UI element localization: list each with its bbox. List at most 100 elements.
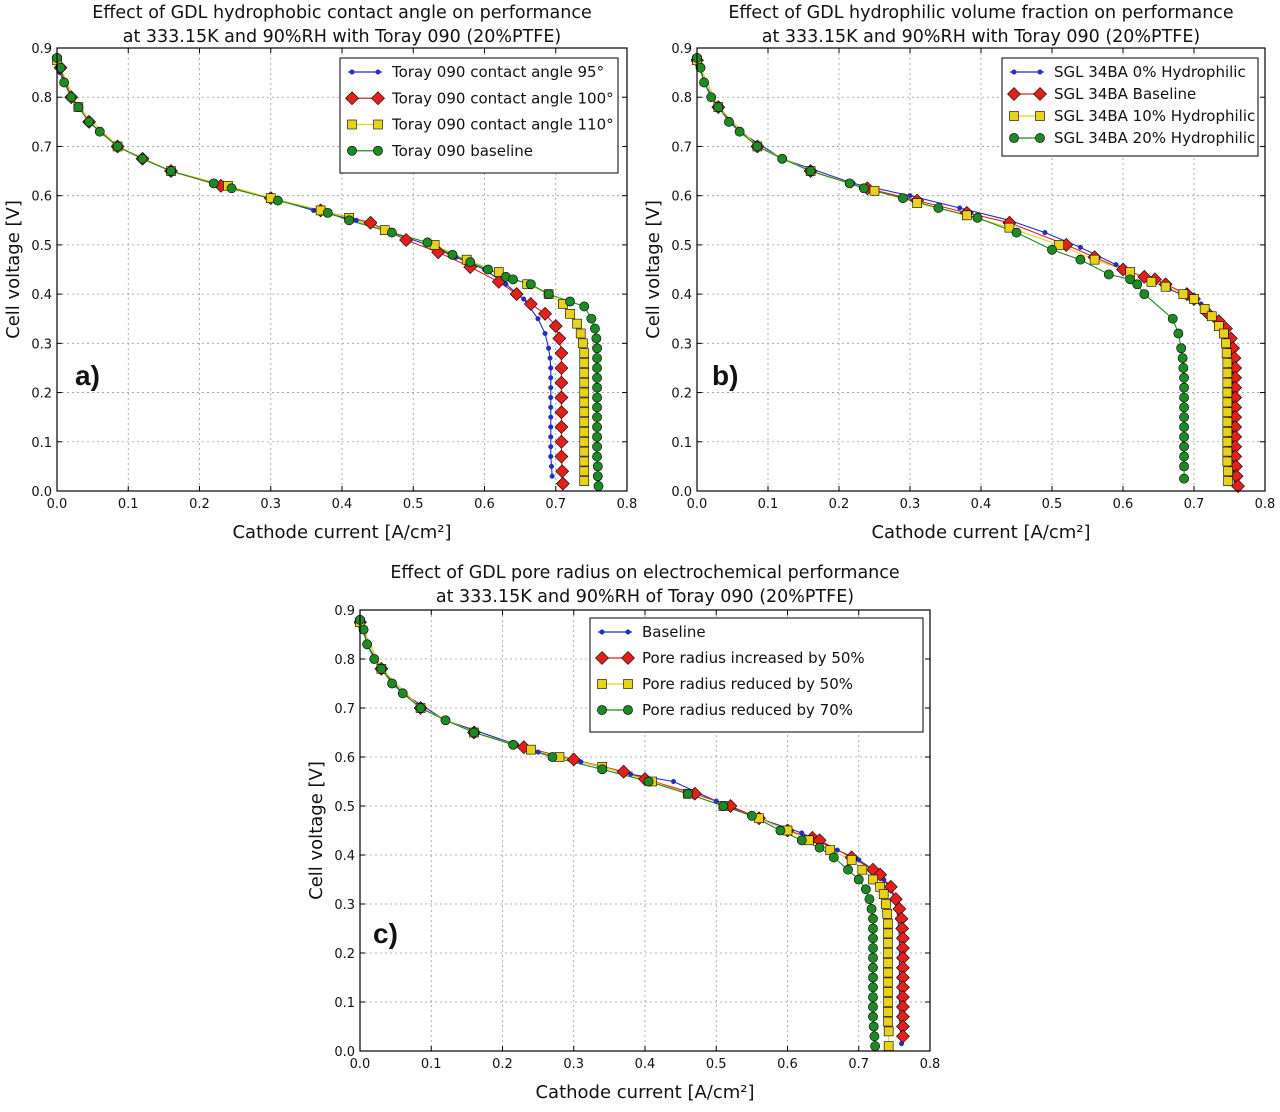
data-point-series-3 (868, 874, 878, 885)
x-tick-label: 0.4 (971, 497, 992, 512)
x-axis-label: Cathode current [A/cm²] (232, 522, 451, 543)
data-point-series-4 (226, 183, 237, 194)
x-tick-label: 0.3 (900, 497, 921, 512)
data-point-series-3 (1178, 289, 1189, 299)
legend-marker (347, 119, 357, 130)
data-point-series-4 (868, 913, 878, 924)
data-point-series-3 (1222, 368, 1233, 378)
legend-entry: Pore radius increased by 50% (642, 649, 865, 667)
data-point-series-4 (1179, 392, 1189, 403)
data-point-series-3 (883, 1016, 893, 1027)
plot-frame (56, 47, 628, 492)
data-point-series-3 (1221, 338, 1231, 349)
data-point-series-4 (682, 788, 693, 799)
data-point-series-4 (1011, 227, 1022, 238)
x-tick-label: 0.5 (1042, 497, 1063, 512)
data-point-series-4 (1173, 328, 1184, 339)
legend: SGL 34BA 0% Hydrophilic SGL 34BA Baseline… (1001, 57, 1259, 157)
data-point-series-4 (1179, 422, 1189, 432)
y-tick-label: 0.0 (334, 1045, 355, 1060)
legend-entry: SGL 34BA 20% Hydrophilic (1054, 129, 1255, 147)
data-point-series-4 (1179, 412, 1189, 423)
y-tick-label: 0.6 (671, 190, 692, 205)
data-point-series-3 (579, 417, 590, 427)
data-point-series-4 (66, 92, 77, 103)
x-tick-label: 0.0 (350, 1057, 371, 1072)
data-point-series-4 (868, 992, 878, 1002)
data-point-series-3 (857, 864, 868, 875)
data-point-series-1 (548, 375, 554, 381)
x-tick-label: 0.8 (617, 497, 638, 512)
data-point-series-1 (548, 394, 554, 401)
data-point-series-4 (272, 195, 283, 206)
data-point-series-1 (1042, 230, 1048, 236)
legend-marker (373, 119, 383, 130)
data-point-series-4 (1132, 279, 1143, 290)
data-point-series-4 (84, 116, 94, 127)
data-point-series-4 (1167, 313, 1178, 324)
data-point-series-3 (579, 397, 590, 408)
legend-entry: SGL 34BA Baseline (1054, 85, 1196, 103)
x-tick-label: 0.4 (332, 497, 353, 512)
y-tick-label: 0.2 (31, 387, 52, 402)
x-tick-label: 0.5 (706, 1057, 727, 1072)
y-tick-label: 0.7 (671, 140, 692, 155)
data-point-series-4 (592, 343, 602, 354)
data-point-series-4 (1179, 441, 1189, 452)
data-point-series-4 (1047, 244, 1057, 255)
y-tick-label: 0.9 (31, 42, 52, 57)
data-point-series-4 (713, 102, 724, 112)
legend-marker (1009, 133, 1019, 143)
data-point-series-4 (508, 739, 519, 750)
data-point-series-3 (579, 427, 590, 437)
data-point-series-3 (1004, 222, 1015, 233)
legend-marker (1007, 87, 1021, 101)
data-point-series-2 (509, 287, 524, 302)
data-point-series-4 (55, 62, 66, 73)
data-point-series-3 (579, 407, 590, 418)
data-point-series-3 (883, 938, 893, 949)
data-point-series-1 (548, 463, 555, 469)
data-point-series-1 (856, 857, 862, 863)
data-point-series-4 (866, 904, 877, 914)
data-point-series-4 (592, 461, 603, 472)
data-point-series-3 (1223, 466, 1233, 477)
data-point-series-3 (882, 908, 893, 919)
data-point-series-3 (1222, 456, 1233, 467)
data-point-series-4 (440, 715, 451, 726)
x-tick-label: 0.7 (1184, 497, 1205, 512)
y-tick-label: 0.2 (671, 387, 692, 402)
data-point-series-1 (535, 749, 541, 755)
data-point-series-4 (796, 835, 807, 846)
x-tick-label: 0.6 (777, 1057, 798, 1072)
y-tick-label: 0.5 (334, 800, 355, 815)
x-tick-label: 0.4 (635, 1057, 656, 1072)
data-point-series-4 (898, 193, 908, 204)
data-point-series-3 (579, 456, 590, 467)
chart-3: Effect of GDL pore radius on electrochem… (306, 563, 940, 1103)
legend-entry: Toray 090 contact angle 100° (391, 89, 614, 107)
data-point-series-4 (592, 382, 602, 393)
data-point-series-4 (592, 392, 602, 403)
y-tick-label: 0.5 (671, 239, 692, 254)
data-point-series-4 (775, 825, 786, 836)
data-point-series-4 (695, 62, 706, 73)
series-group (691, 52, 1245, 494)
data-point-series-4 (358, 624, 369, 635)
data-point-series-2 (554, 361, 569, 375)
data-point-series-2 (554, 434, 569, 449)
data-point-series-2 (552, 331, 567, 346)
legend-marker (371, 91, 385, 106)
data-point-series-4 (565, 296, 575, 307)
data-point-series-3 (1222, 436, 1233, 447)
data-point-series-4 (724, 116, 734, 127)
series-group (354, 614, 910, 1051)
data-point-series-4 (1179, 402, 1189, 413)
data-point-series-3 (1054, 240, 1064, 250)
data-point-series-4 (592, 412, 602, 423)
legend-marker (625, 629, 631, 635)
chart-2: Effect of GDL hydrophilic volume fractio… (643, 3, 1275, 543)
data-point-series-1 (957, 205, 963, 211)
x-axis-label: Cathode current [A/cm²] (871, 522, 1090, 543)
chart-1: Effect of GDL hydrophobic contact angle … (3, 3, 637, 543)
